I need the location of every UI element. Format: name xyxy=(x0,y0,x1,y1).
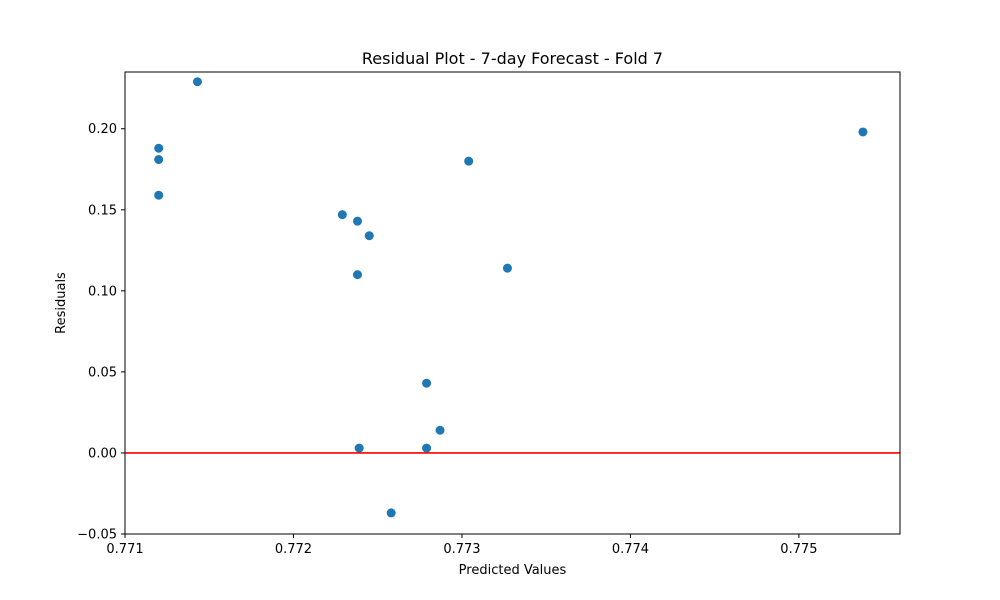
data-point-10 xyxy=(502,263,512,273)
data-point-2 xyxy=(154,143,164,153)
y-tick-label: 0.05 xyxy=(88,365,117,380)
data-points xyxy=(154,77,868,518)
data-point-1 xyxy=(192,77,202,87)
x-tick-label: 0.774 xyxy=(612,542,649,557)
y-tick-label: 0.10 xyxy=(88,284,117,299)
x-axis-ticks: 0.771 0.772 0.773 0.774 0.775 xyxy=(106,534,818,557)
data-point-6 xyxy=(353,216,362,226)
data-point-15 xyxy=(386,508,396,518)
x-tick-label: 0.773 xyxy=(443,542,480,557)
plot-frame xyxy=(124,71,901,535)
y-tick-label: 0.20 xyxy=(88,122,117,137)
x-tick-label: 0.772 xyxy=(275,542,312,557)
data-point-14 xyxy=(422,443,432,453)
data-point-13 xyxy=(354,443,364,453)
chart-title: Residual Plot - 7-day Forecast - Fold 7 xyxy=(362,49,663,68)
data-point-8 xyxy=(353,270,362,280)
data-point-5 xyxy=(337,210,347,220)
data-point-12 xyxy=(435,425,445,435)
x-tick-label: 0.775 xyxy=(780,542,817,557)
data-point-11 xyxy=(422,378,432,388)
x-axis-label: Predicted Values xyxy=(459,563,567,578)
y-tick-label: −0.05 xyxy=(77,528,117,543)
y-tick-label: 0.00 xyxy=(88,446,117,461)
data-point-16 xyxy=(858,127,868,137)
y-axis-ticks: −0.05 0.00 0.05 0.10 0.15 0.20 xyxy=(77,122,125,543)
data-point-4 xyxy=(154,190,164,200)
data-point-3 xyxy=(154,155,164,165)
x-tick-label: 0.771 xyxy=(106,542,143,557)
y-tick-label: 0.15 xyxy=(88,203,117,218)
data-point-7 xyxy=(364,231,374,241)
y-axis-label: Residuals xyxy=(54,272,69,334)
data-point-9 xyxy=(464,156,474,166)
